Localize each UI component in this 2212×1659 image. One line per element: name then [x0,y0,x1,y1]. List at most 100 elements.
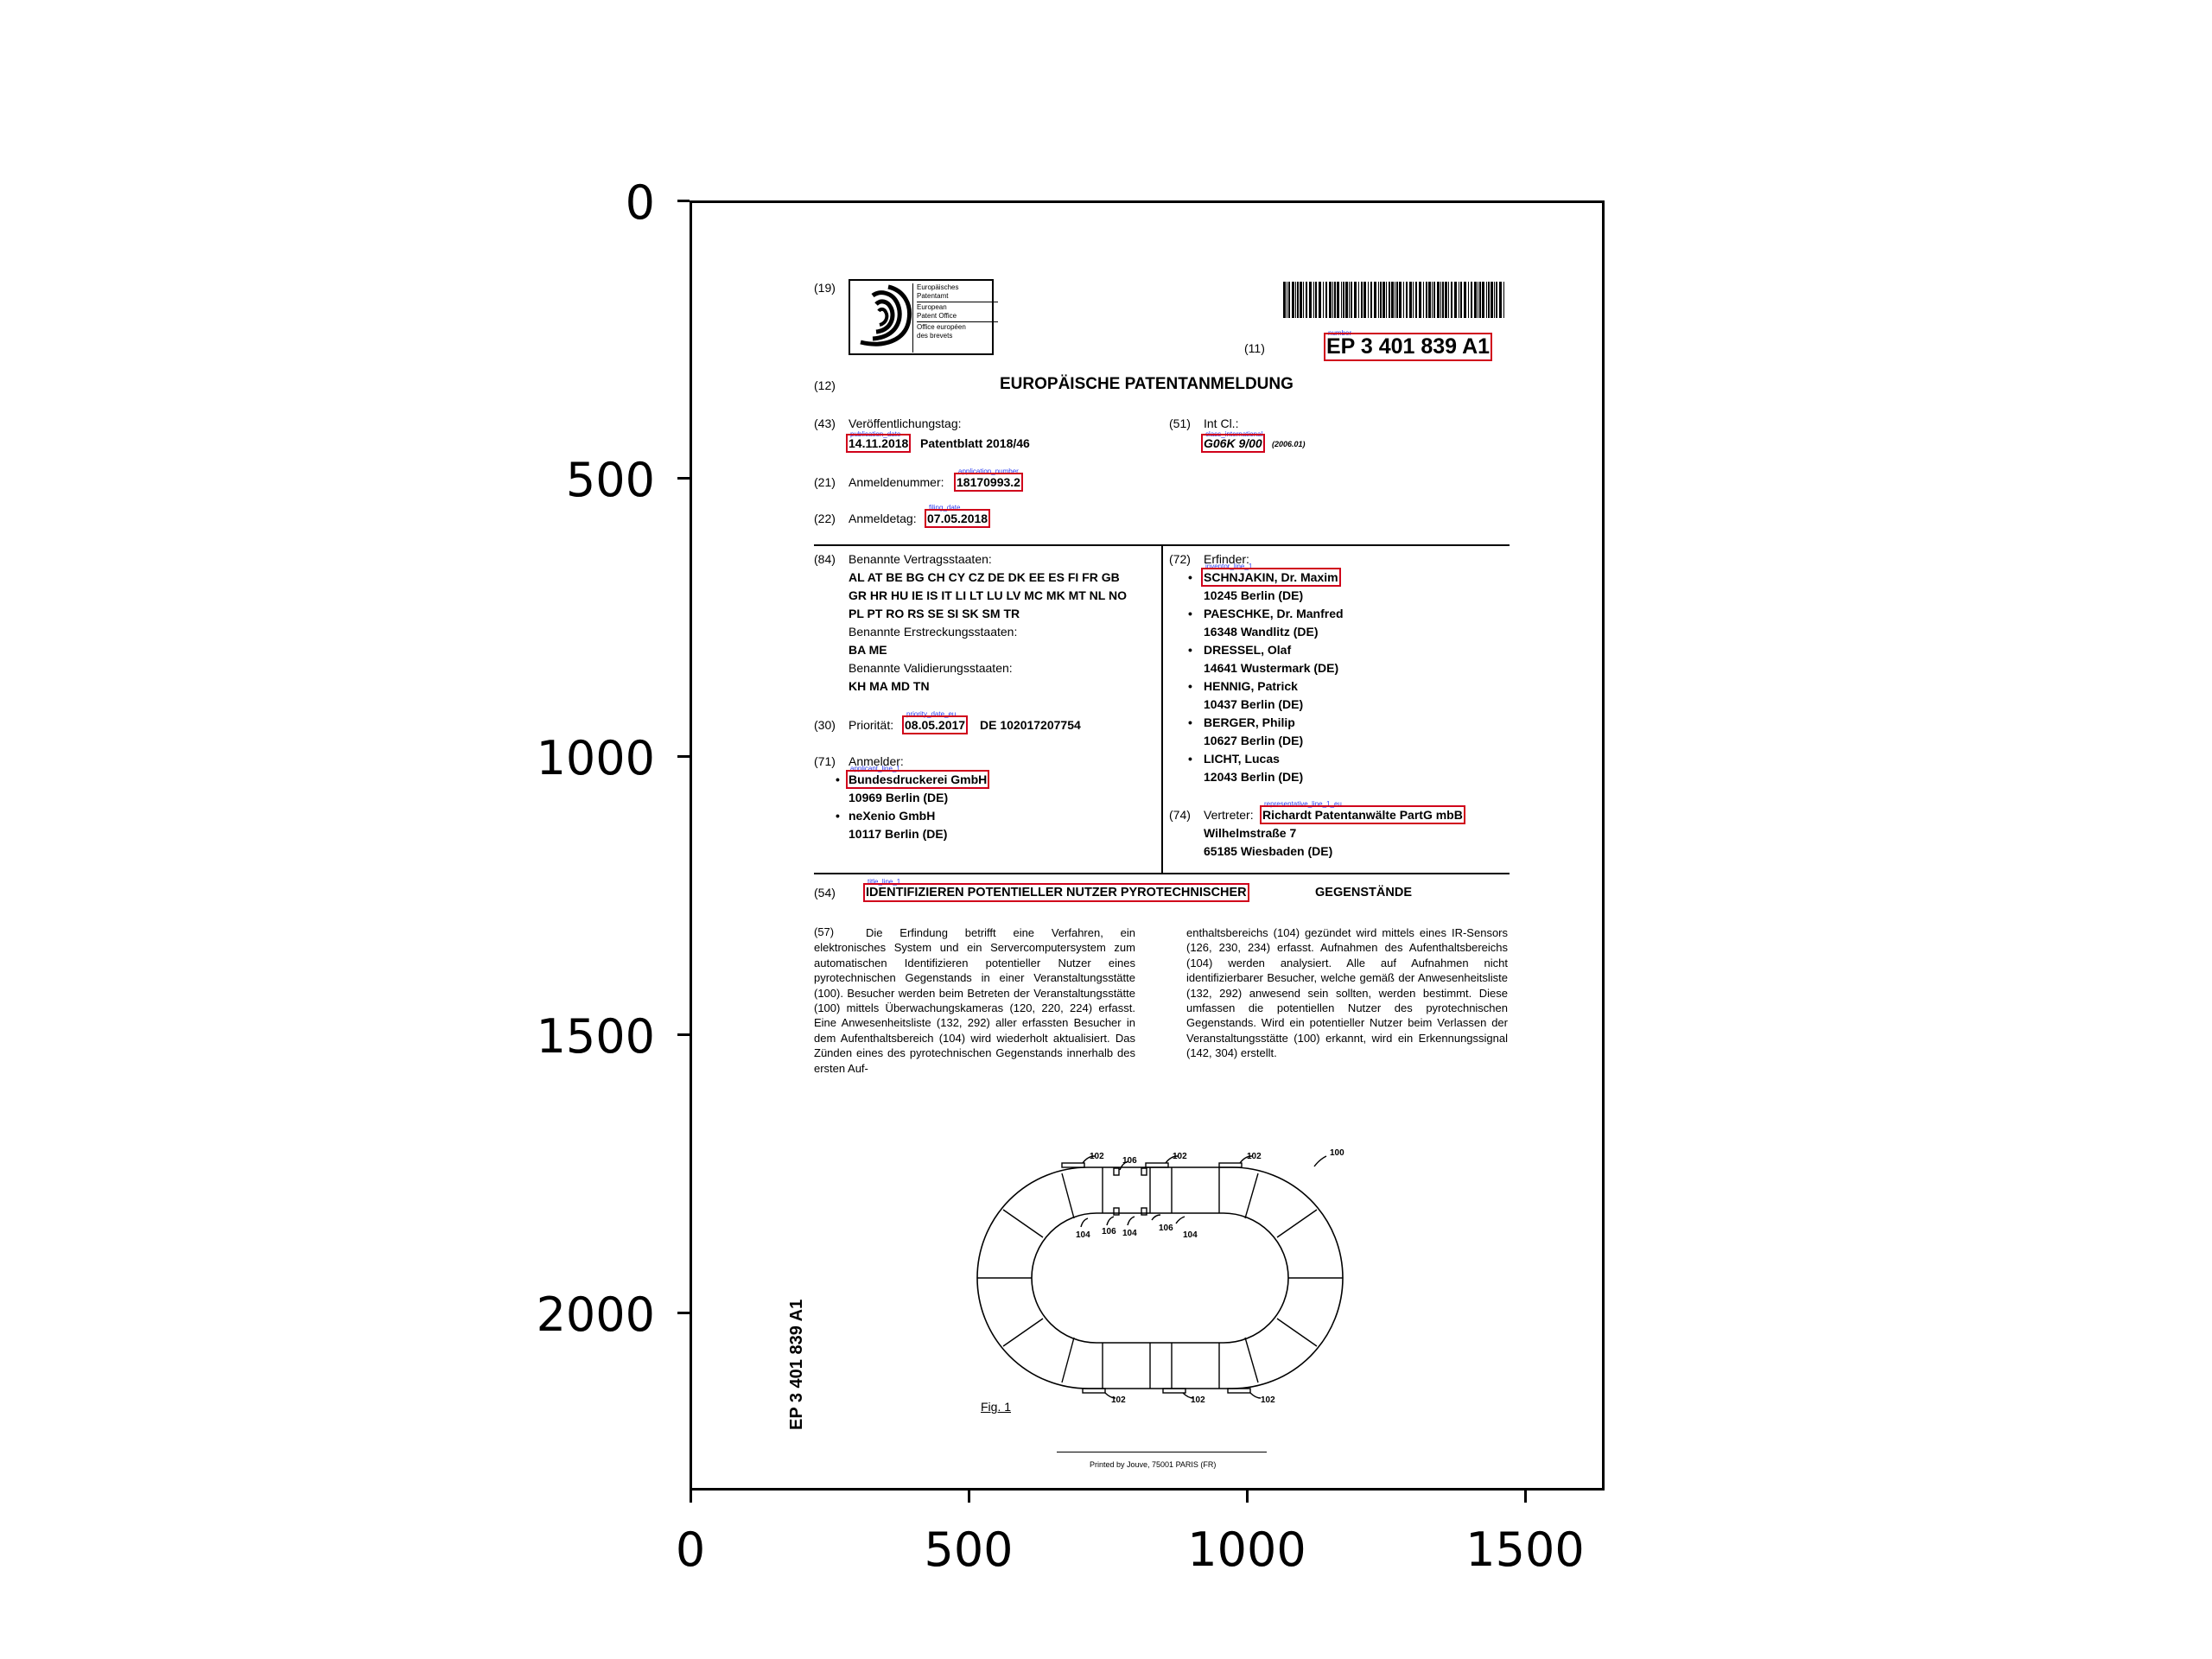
designated-states-label: Benannte Vertragsstaaten: [849,552,992,566]
inid-code-54: (54) [814,886,836,899]
inventor-address: 12043 Berlin (DE) [1204,770,1303,784]
x-tick-label: 500 [924,1522,1013,1577]
inventor-name: BERGER, Philip [1204,715,1295,729]
inventor-name: LICHT, Lucas [1204,752,1280,766]
representative-street: Wilhelmstraße 7 [1204,826,1296,840]
printer-note: Printed by Jouve, 75001 PARIS (FR) [1090,1460,1216,1469]
invention-title: IDENTIFIZIEREN POTENTIELLER NUTZER PYROT… [866,886,1247,899]
inventor-address: 10627 Berlin (DE) [1204,734,1303,747]
extension-states: BA ME [849,643,887,657]
reference-label: 104 [1076,1230,1090,1240]
bullet: • [836,809,840,823]
reference-label: 106 [1159,1224,1173,1233]
inid-code-74: (74) [1169,808,1191,822]
inid-code-43: (43) [814,416,836,430]
inid-code-84: (84) [814,552,836,566]
document-type: EUROPÄISCHE PATENTANMELDUNG [1000,375,1294,394]
bullet: • [1188,570,1192,584]
y-tick-mark [677,1312,690,1314]
x-tick-mark [968,1491,970,1503]
publication-date-label: Veröffentlichungstag: [849,416,962,430]
y-tick-label: 0 [626,175,655,230]
representative-city: 65185 Wiesbaden (DE) [1204,844,1332,858]
x-tick-mark [1524,1491,1527,1503]
application-number-tag: application_number [958,467,1019,475]
inventor-name: HENNIG, Patrick [1204,679,1298,693]
designated-states-line: GR HR HU IE IS IT LI LT LU LV MC MK MT N… [849,588,1127,602]
inventor-name: DRESSEL, Olaf [1204,643,1291,657]
applicant-name: Bundesdruckerei GmbH [849,772,987,786]
reference-label: 100 [1330,1148,1344,1158]
inid-code-51: (51) [1169,416,1191,430]
priority-date-tag: priority_date_eu [906,710,956,718]
y-tick-mark [677,477,690,480]
bullet: • [1188,679,1192,693]
bullet: • [1188,607,1192,620]
patentblatt: Patentblatt 2018/46 [920,436,1030,450]
reference-label: 102 [1191,1395,1205,1405]
representative-label: Vertreter: [1204,808,1254,822]
application-number-label: Anmeldenummer: [849,475,944,489]
inid-code-21: (21) [814,475,836,489]
inid-code-30: (30) [814,718,836,732]
filing-date-label: Anmeldetag: [849,512,917,525]
y-tick-label: 1000 [537,731,655,785]
y-tick-mark [677,755,690,758]
publication-number: EP 3 401 839 A1 [1326,335,1490,359]
inventor-address: 14641 Wustermark (DE) [1204,661,1338,675]
section-rule [814,873,1510,874]
reference-label: 104 [1122,1229,1137,1238]
invention-title-end: GEGENSTÄNDE [1315,886,1412,899]
y-tick-label: 1500 [537,1009,655,1064]
epo-logo: Europäisches Patentamt European Patent O… [849,279,994,355]
inventor-address: 16348 Wandlitz (DE) [1204,625,1319,639]
applicant-name: neXenio GmbH [849,809,935,823]
classification: G06K 9/00 [1204,436,1262,450]
representative-tag: representative_line_1_eu [1264,800,1342,808]
reference-label: 102 [1247,1152,1262,1161]
designated-states-line: PL PT RO RS SE SI SK SM TR [849,607,1020,620]
reference-label: 102 [1261,1395,1275,1405]
priority-date: 08.05.2017 [905,718,965,732]
y-tick-label: 500 [566,453,655,507]
validation-states: KH MA MD TN [849,679,930,693]
abstract-text-right: enthaltsbereichs (104) gezündet wird mit… [1186,925,1508,1061]
priority-label: Priorität: [849,718,893,732]
validation-states-label: Benannte Validierungsstaaten: [849,661,1013,675]
bullet: • [1188,752,1192,766]
application-number: 18170993.2 [957,475,1020,489]
y-tick-mark [677,1033,690,1036]
reference-label: 102 [1173,1152,1187,1161]
y-tick-mark [677,200,690,202]
inventor-address: 10437 Berlin (DE) [1204,697,1303,711]
inventor-name: SCHNJAKIN, Dr. Maxim [1204,570,1338,584]
epo-logo-text: Europäisches Patentamt European Patent O… [912,283,998,353]
reference-label: 102 [1090,1152,1104,1161]
figure-1-drawing: 102 106 102 102 100 104 106 104 106 104 … [969,1132,1349,1426]
abstract-text-left: Die Erfindung betrifft eine Verfahren, e… [814,925,1135,1076]
inid-code-71: (71) [814,754,836,768]
patent-page: (19) Europäisches Patentamt European Pat… [692,203,1602,1488]
publication-date: 14.11.2018 [849,436,908,450]
inid-code-11: (11) [1244,341,1265,355]
abstract-column-left: Die Erfindung betrifft eine Verfahren, e… [814,925,1135,1076]
inid-code-19: (19) [814,281,836,295]
x-tick-label: 0 [676,1522,705,1577]
reference-label: 102 [1111,1395,1126,1405]
inventor-address: 10245 Berlin (DE) [1204,588,1303,602]
title-tag: title_line_1 [868,878,900,886]
reference-label: 104 [1183,1230,1198,1240]
int-cl-label: Int Cl.: [1204,416,1238,430]
bullet: • [1188,643,1192,657]
applicant-tag: applicant_line_1 [850,765,900,772]
reference-label: 106 [1122,1156,1137,1166]
x-tick-label: 1500 [1465,1522,1584,1577]
applicant-address: 10969 Berlin (DE) [849,791,948,804]
x-tick-mark [690,1491,692,1503]
extension-states-label: Benannte Erstreckungsstaaten: [849,625,1017,639]
filing-date: 07.05.2018 [927,512,988,525]
inid-code-72: (72) [1169,552,1191,566]
y-tick-label: 2000 [537,1287,655,1342]
reference-label: 106 [1102,1227,1116,1236]
representative-name: Richardt Patentanwälte PartG mbB [1262,808,1463,822]
